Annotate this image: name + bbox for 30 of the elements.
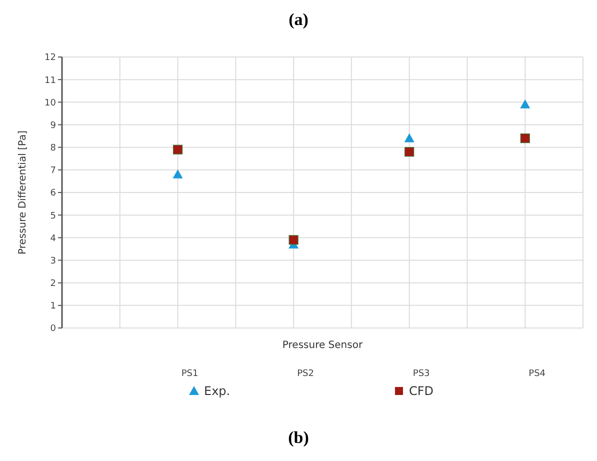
legend-label: Exp. xyxy=(204,384,230,398)
point xyxy=(288,235,298,245)
text: (b) xyxy=(287,428,310,448)
point xyxy=(520,134,530,144)
x-tick-label: PS4 xyxy=(528,369,546,379)
chart-title: (a) xyxy=(288,10,310,30)
y-tick-label: 3 xyxy=(50,256,56,266)
y-tick-label: 2 xyxy=(50,279,56,290)
point xyxy=(520,99,530,108)
y-tick-label: 11 xyxy=(44,76,56,86)
point xyxy=(172,169,183,178)
x-tick-label: PS1 xyxy=(181,369,198,379)
y-tick-label: 10 xyxy=(44,98,56,108)
x-tick-label: PS3 xyxy=(412,369,430,379)
y-tick-label: 12 xyxy=(44,53,56,64)
y-tick-label: 0 xyxy=(50,324,56,334)
point xyxy=(172,144,183,154)
point xyxy=(404,147,414,157)
y-tick-label: 9 xyxy=(50,120,56,131)
y-axis-title: Pressure Differential [Pa] xyxy=(18,130,29,255)
x-axis-title: Pressure Sensor xyxy=(282,340,364,351)
x-tick-label: PS2 xyxy=(297,369,314,379)
y-tick-label: 7 xyxy=(50,166,56,176)
point xyxy=(404,133,414,142)
y-tick-label: 6 xyxy=(50,188,56,199)
y-tick-label: 1 xyxy=(50,302,56,312)
y-tick-label: 8 xyxy=(50,144,56,154)
legend-label: CFD xyxy=(409,384,434,398)
y-tick-label: 5 xyxy=(50,211,56,222)
y-tick-label: 4 xyxy=(50,234,56,244)
